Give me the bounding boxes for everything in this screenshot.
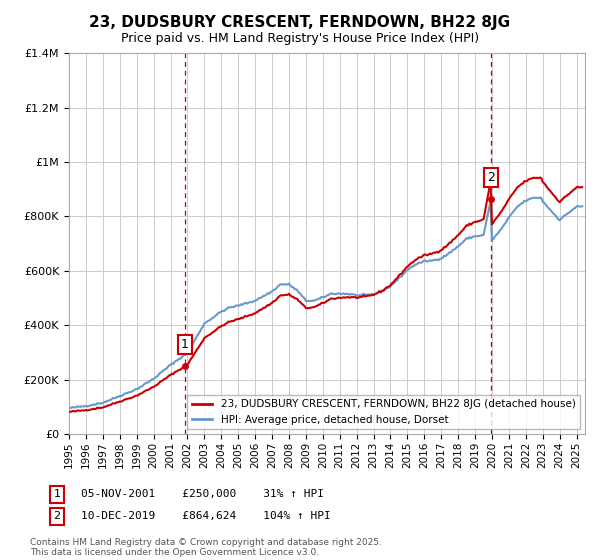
Point (180, 362, 190, 371)
Text: Price paid vs. HM Land Registry's House Price Index (HPI): Price paid vs. HM Land Registry's House … (121, 32, 479, 45)
Text: 2: 2 (53, 511, 61, 521)
Text: 1: 1 (181, 338, 189, 351)
Legend: 23, DUDSBURY CRESCENT, FERNDOWN, BH22 8JG (detached house), HPI: Average price, : 23, DUDSBURY CRESCENT, FERNDOWN, BH22 8J… (187, 395, 580, 429)
Point (487, 194, 496, 203)
Text: 23, DUDSBURY CRESCENT, FERNDOWN, BH22 8JG: 23, DUDSBURY CRESCENT, FERNDOWN, BH22 8J… (89, 15, 511, 30)
Text: 2: 2 (487, 171, 495, 184)
Text: 05-NOV-2001    £250,000    31% ↑ HPI: 05-NOV-2001 £250,000 31% ↑ HPI (81, 489, 324, 500)
Text: 10-DEC-2019    £864,624    104% ↑ HPI: 10-DEC-2019 £864,624 104% ↑ HPI (81, 511, 331, 521)
Text: 1: 1 (53, 489, 61, 500)
Text: Contains HM Land Registry data © Crown copyright and database right 2025.
This d: Contains HM Land Registry data © Crown c… (30, 538, 382, 557)
